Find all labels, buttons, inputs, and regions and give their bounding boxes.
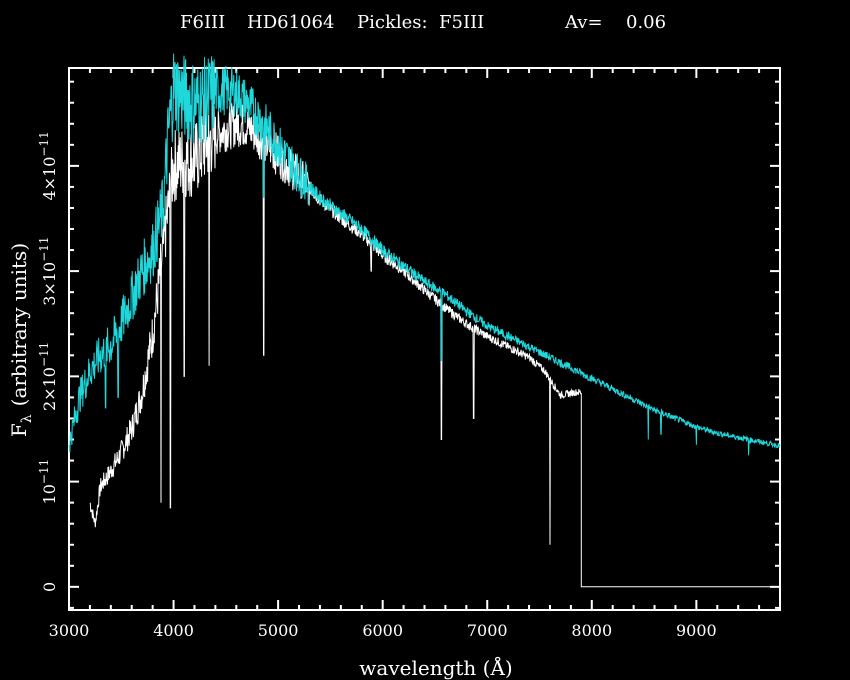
svg-text:4×10−11: 4×10−11 — [37, 131, 59, 200]
title-av-label: Av= — [564, 12, 603, 33]
y-tick-labels: 0 10−11 2×10−11 3×10−11 4×10−11 — [37, 131, 59, 592]
svg-text:3×10−11: 3×10−11 — [37, 236, 59, 305]
title-star: HD61064 — [247, 12, 334, 33]
y-tick-label-0: 0 — [40, 582, 59, 592]
y-axis-title-rest: (arbitrary units) — [7, 243, 31, 407]
svg-text:10−11: 10−11 — [37, 459, 59, 505]
x-tick-labels: 3000 4000 5000 6000 7000 8000 9000 — [49, 621, 717, 640]
x-tick-label-2: 5000 — [258, 621, 299, 640]
x-tick-label-3: 6000 — [362, 621, 403, 640]
x-tick-label-4: 7000 — [467, 621, 508, 640]
series-group — [68, 53, 781, 588]
y-axis-title: Fλ (arbitrary units) — [7, 243, 35, 437]
y-tick-label-3: 3×10−11 — [37, 236, 59, 305]
title-sptype: F6III — [180, 12, 225, 33]
x-tick-label-0: 3000 — [49, 621, 90, 640]
series-line-template — [68, 53, 781, 456]
y-axis-title-sub: λ — [19, 414, 35, 423]
title-av-value: 0.06 — [626, 12, 666, 33]
x-tick-label-1: 4000 — [153, 621, 194, 640]
y-axis-title-f: F — [7, 423, 31, 437]
y-tick-label-4: 4×10−11 — [37, 131, 59, 200]
svg-text:2×10−11: 2×10−11 — [37, 342, 59, 411]
x-tick-label-5: 8000 — [571, 621, 612, 640]
y-tick-label-1: 10−11 — [37, 459, 59, 505]
svg-text:Fλ(arbitrary units): Fλ (arbitrary units) — [7, 243, 35, 437]
x-axis-title: wavelength (Å) — [359, 655, 512, 680]
y-tick-label-2: 2×10−11 — [37, 342, 59, 411]
svg-text:0: 0 — [40, 582, 59, 592]
x-tick-label-6: 9000 — [676, 621, 717, 640]
title-pickles: Pickles: F5III — [357, 12, 484, 33]
